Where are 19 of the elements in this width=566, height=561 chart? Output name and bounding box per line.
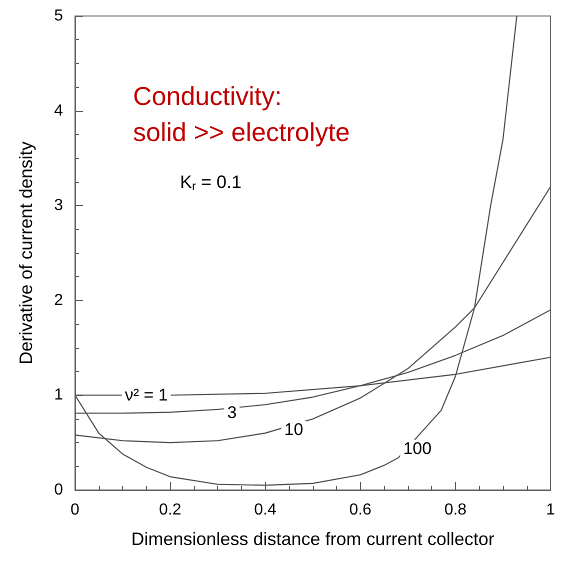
annotation: 100 — [403, 438, 432, 458]
y-tick-label: 3 — [54, 197, 64, 214]
text: Conductivity: solid >> electrolyte — [133, 81, 350, 147]
y-tick-label: 5 — [54, 8, 64, 24]
x-tick-label: 0.4 — [254, 502, 276, 518]
y-tick-label: 0 — [54, 482, 64, 498]
x-tick-label: 1 — [546, 502, 556, 518]
y-axis-title: Derivative of current density — [16, 141, 36, 365]
annotation: ν² = 1 — [124, 386, 168, 405]
x-tick-label: 0.8 — [444, 502, 467, 518]
x-tick-label: 0 — [70, 502, 80, 518]
y-tick-label: 4 — [54, 102, 64, 120]
x-tick-label: 0.2 — [158, 502, 182, 518]
y-tick-label: 2 — [54, 292, 64, 309]
x-tick-label: 0.6 — [349, 502, 372, 518]
y-tick-label: 1 — [54, 386, 64, 404]
annotation: 10 — [284, 420, 304, 439]
annotation: 3 — [227, 402, 237, 422]
x-axis-title: Dimensionless distance from current collector — [131, 529, 494, 549]
